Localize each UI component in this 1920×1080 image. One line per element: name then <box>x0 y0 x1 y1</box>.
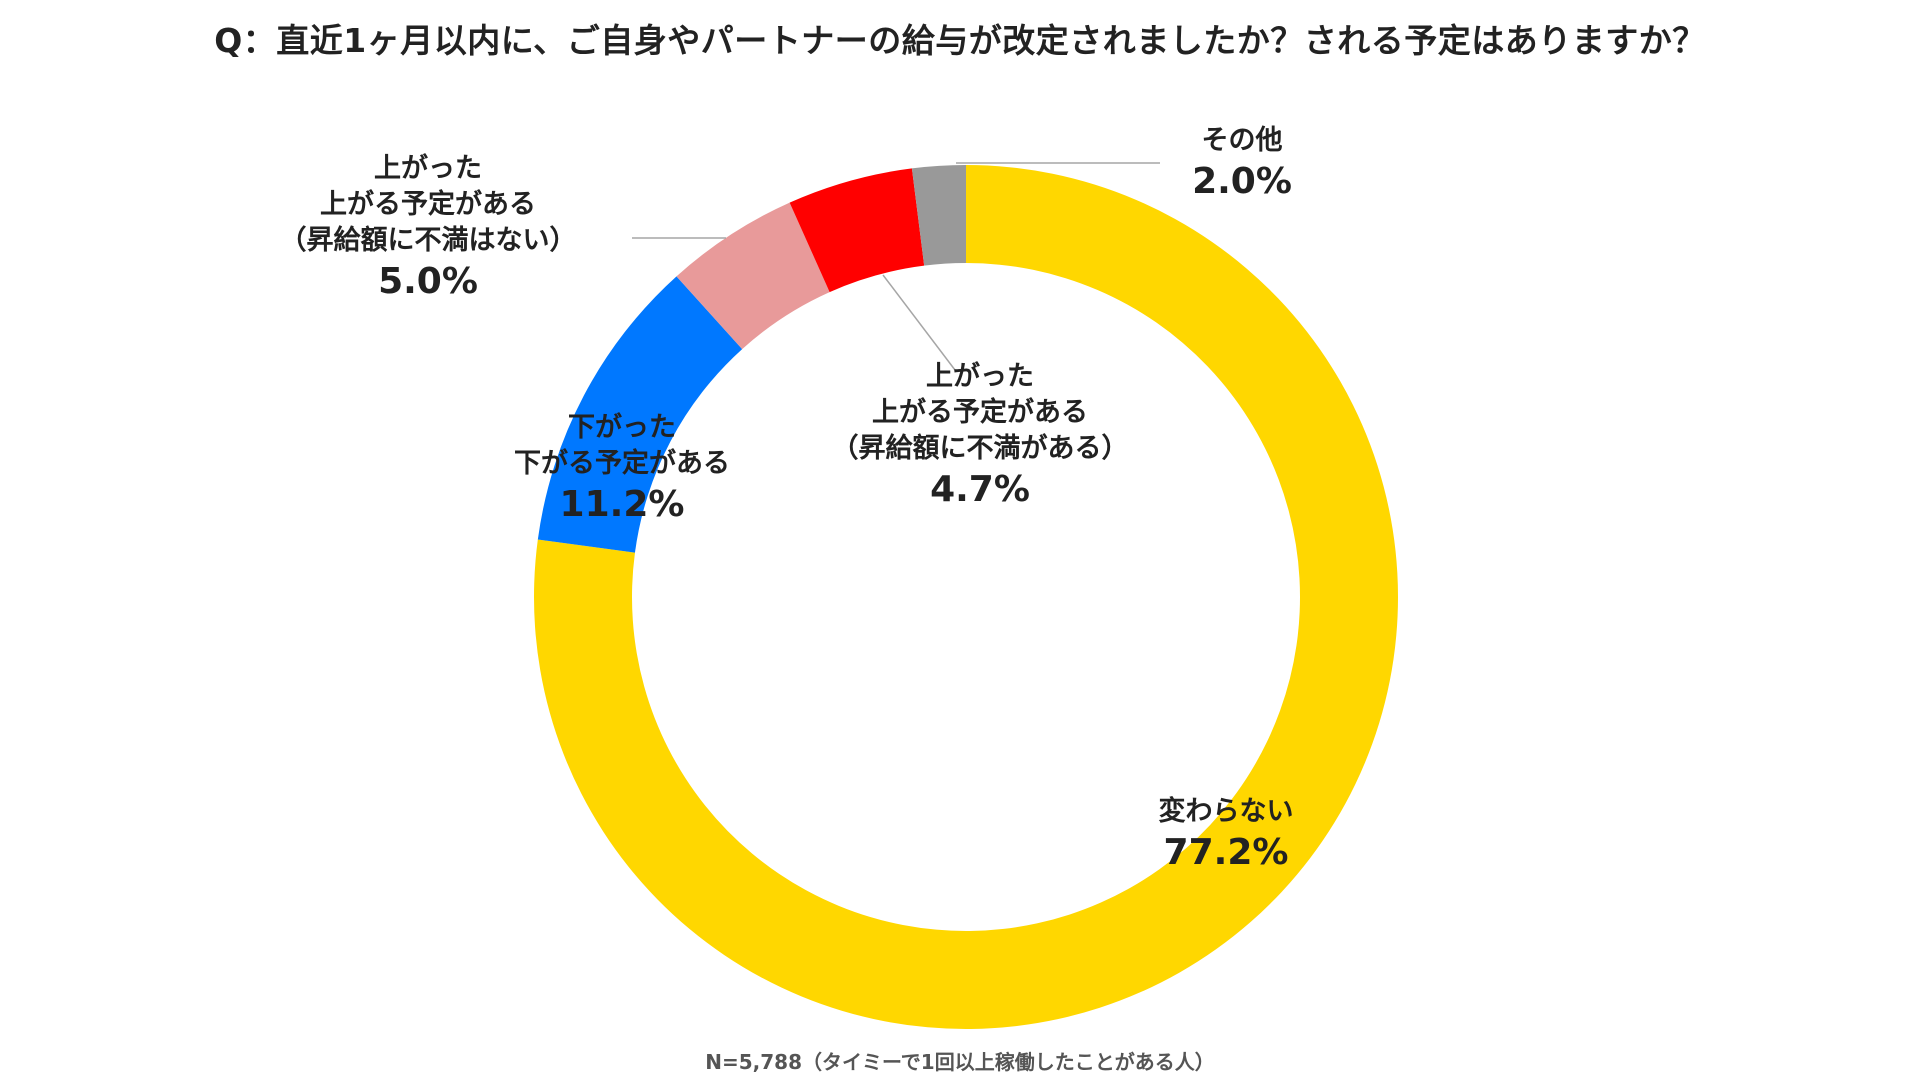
chart-title: Q：直近1ヶ月以内に、ご自身やパートナーの給与が改定されましたか？される予定はあ… <box>214 21 1706 60</box>
slice-label-name-line: 下がった <box>568 411 676 443</box>
slice-label-name-line: 変わらない <box>1159 795 1294 827</box>
donut-slice-2 <box>537 276 743 553</box>
sample-size-note: N=5,788（タイミーで1回以上稼働したことがある人） <box>705 1050 1215 1074</box>
slice-value-label: 77.2% <box>1164 832 1289 873</box>
slice-label-name-line: 上がった <box>926 360 1034 392</box>
slice-value-label: 5.0% <box>378 261 478 302</box>
slices-layer <box>533 165 1399 1029</box>
donut-slice-4 <box>789 168 925 293</box>
slice-label-name-line: その他 <box>1202 125 1283 156</box>
slice-label-name-line: （昇給額に不満はない） <box>280 224 577 256</box>
slice-label-name-line: 上がる予定がある <box>320 188 536 220</box>
slice-label-5: その他 2.0% <box>1192 125 1292 202</box>
donut-slice-3 <box>676 202 830 350</box>
slice-label-1: 変わらない 77.2% <box>1159 795 1294 873</box>
slice-value-label: 2.0% <box>1192 161 1292 202</box>
slice-value-label: 11.2% <box>560 484 685 525</box>
slice-label-name-line: 上がった <box>374 152 482 184</box>
leader-line-4 <box>882 274 956 371</box>
slice-value-label: 4.7% <box>930 469 1030 510</box>
slice-label-name-line: 下がる予定がある <box>514 447 730 479</box>
slice-label-name-line: 上がる予定がある <box>872 396 1088 428</box>
leader-lines-layer <box>632 162 1160 371</box>
donut-slice-5 <box>911 165 966 266</box>
labels-layer: 変わらない77.2%下がった下がる予定がある11.2%上がった上がる予定がある（… <box>280 125 1294 873</box>
slice-label-name-line: （昇給額に不満がある） <box>832 432 1129 464</box>
